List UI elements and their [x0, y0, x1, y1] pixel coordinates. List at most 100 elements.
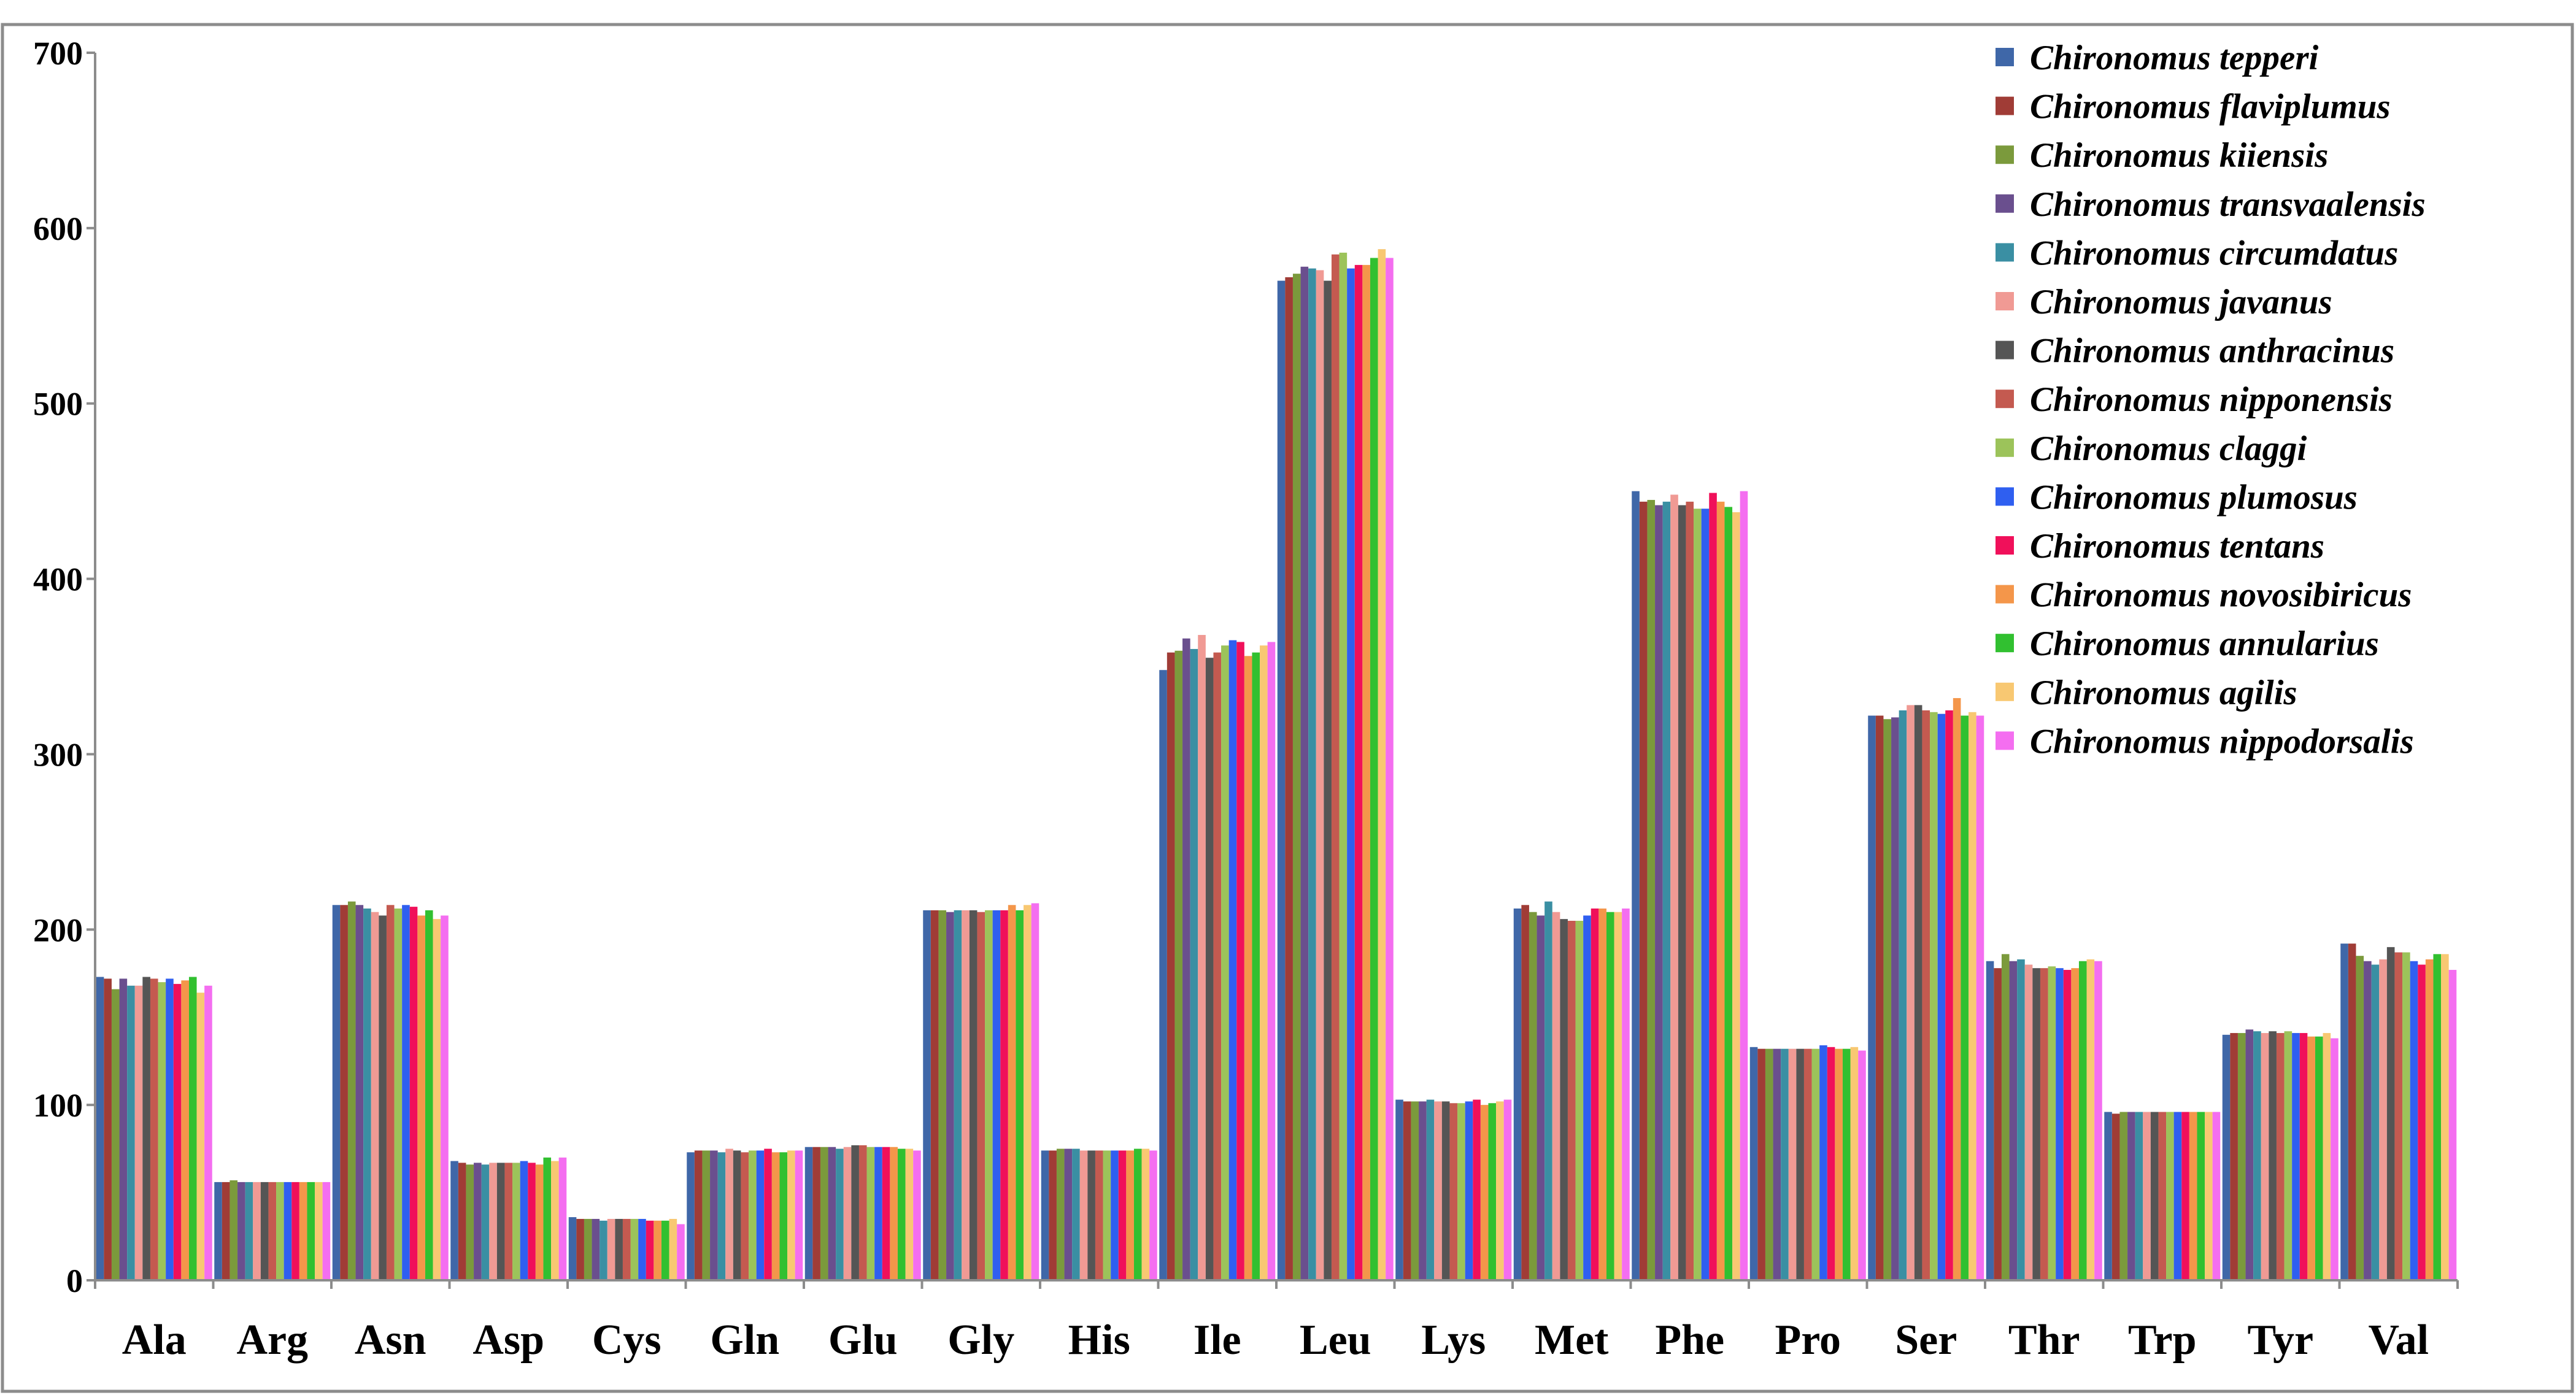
bar-phe-15	[1740, 491, 1748, 1280]
bar-tyr-12	[2307, 1036, 2315, 1280]
x-tick-label-cys: Cys	[592, 1316, 661, 1364]
bar-gln-9	[749, 1150, 757, 1280]
bar-his-13	[1133, 1148, 1142, 1280]
bar-pro-8	[1803, 1048, 1812, 1280]
bar-pro-2	[1757, 1048, 1765, 1280]
bar-pro-7	[1796, 1048, 1804, 1280]
bar-cys-6	[607, 1218, 615, 1280]
bar-his-5	[1072, 1148, 1080, 1280]
legend-label: Chironomus claggi	[2030, 429, 2307, 468]
bar-val-5	[2371, 964, 2380, 1280]
bar-tyr-9	[2284, 1031, 2293, 1280]
bar-val-9	[2402, 952, 2410, 1280]
bar-val-12	[2425, 959, 2434, 1280]
bar-leu-12	[1362, 264, 1370, 1280]
bar-phe-7	[1678, 505, 1686, 1280]
bar-val-1	[2340, 943, 2348, 1280]
bar-tyr-5	[2253, 1031, 2261, 1280]
y-tick-label: 100	[33, 1087, 83, 1124]
bar-arg-15	[322, 1182, 331, 1280]
bar-asp-11	[528, 1162, 536, 1280]
legend-label: Chironomus circumdatus	[2030, 234, 2398, 272]
bar-ile-5	[1190, 648, 1198, 1280]
bar-gln-2	[694, 1150, 703, 1280]
bar-ser-6	[1907, 705, 1915, 1280]
bar-pro-14	[1850, 1047, 1859, 1280]
bar-glu-13	[897, 1148, 906, 1280]
bar-gln-7	[733, 1150, 741, 1280]
bar-tyr-15	[2331, 1038, 2339, 1280]
bar-ser-7	[1914, 705, 1922, 1280]
bar-cys-13	[661, 1220, 669, 1280]
legend-label: Chironomus flaviplumus	[2030, 88, 2391, 126]
bar-tyr-6	[2261, 1032, 2269, 1280]
bar-glu-8	[858, 1145, 867, 1280]
legend-swatch	[1996, 731, 2014, 750]
bar-pro-11	[1827, 1047, 1835, 1280]
bar-val-2	[2348, 943, 2356, 1280]
bar-his-8	[1095, 1150, 1103, 1280]
bar-pro-10	[1819, 1045, 1827, 1280]
bar-ile-13	[1252, 652, 1260, 1280]
legend-swatch	[1996, 243, 2014, 262]
bar-asp-2	[458, 1162, 466, 1280]
bar-arg-8	[268, 1182, 277, 1280]
bar-thr-7	[2032, 968, 2040, 1280]
bar-asp-13	[543, 1157, 552, 1280]
bar-thr-8	[2040, 968, 2048, 1280]
bar-gly-15	[1031, 903, 1039, 1280]
bar-tyr-8	[2276, 1032, 2285, 1280]
bar-glu-7	[851, 1145, 859, 1280]
bar-thr-14	[2086, 959, 2095, 1280]
bar-leu-7	[1324, 280, 1332, 1280]
bar-val-14	[2441, 954, 2449, 1280]
x-tick-label-ser: Ser	[1895, 1316, 1957, 1364]
bar-cys-1	[568, 1217, 577, 1280]
bar-glu-1	[804, 1147, 813, 1280]
bar-arg-12	[299, 1182, 307, 1280]
bar-his-6	[1079, 1150, 1088, 1280]
bar-ser-10	[1937, 713, 1946, 1280]
bar-cys-9	[630, 1218, 639, 1280]
bar-lys-12	[1480, 1105, 1489, 1280]
bar-ser-11	[1945, 710, 1953, 1280]
bar-asp-3	[466, 1164, 474, 1280]
bar-cys-2	[576, 1218, 584, 1280]
bar-lys-1	[1395, 1099, 1403, 1280]
bar-val-10	[2410, 961, 2418, 1280]
legend-swatch	[1996, 682, 2014, 701]
bar-pro-4	[1773, 1048, 1781, 1280]
x-tick-label-thr: Thr	[2008, 1316, 2080, 1364]
bar-tyr-13	[2315, 1036, 2323, 1280]
x-tick-label-arg: Arg	[236, 1316, 308, 1364]
y-axis-ticks: 0 100 200 300 400 500 600 700	[33, 35, 95, 1299]
legend-label: Chironomus kiiensis	[2030, 136, 2328, 175]
bar-gln-8	[741, 1152, 749, 1280]
bar-gln-5	[717, 1152, 726, 1280]
legend-swatch	[1996, 48, 2014, 66]
bar-val-7	[2386, 947, 2395, 1280]
bar-arg-5	[245, 1182, 253, 1280]
bar-gly-10	[992, 910, 1001, 1280]
bar-phe-12	[1716, 501, 1725, 1280]
bar-met-10	[1583, 915, 1591, 1280]
bar-leu-5	[1308, 268, 1316, 1281]
bar-pro-12	[1835, 1048, 1843, 1280]
x-tick-label-phe: Phe	[1655, 1316, 1724, 1364]
bar-asp-7	[496, 1162, 505, 1280]
legend-label: Chironomus plumosus	[2030, 478, 2358, 517]
bar-lys-10	[1465, 1101, 1473, 1280]
legend-swatch	[1996, 194, 2014, 213]
bar-ser-15	[1976, 715, 1984, 1280]
bar-gln-3	[702, 1150, 711, 1280]
bar-glu-3	[820, 1147, 828, 1280]
bar-leu-1	[1277, 280, 1286, 1280]
bar-met-9	[1575, 920, 1584, 1280]
legend-swatch	[1996, 487, 2014, 506]
bar-phe-2	[1639, 501, 1648, 1280]
bar-met-3	[1529, 912, 1537, 1280]
bar-arg-13	[307, 1182, 315, 1280]
bar-phe-3	[1647, 499, 1656, 1281]
bar-val-13	[2433, 954, 2442, 1280]
y-tick-label: 700	[33, 35, 83, 72]
